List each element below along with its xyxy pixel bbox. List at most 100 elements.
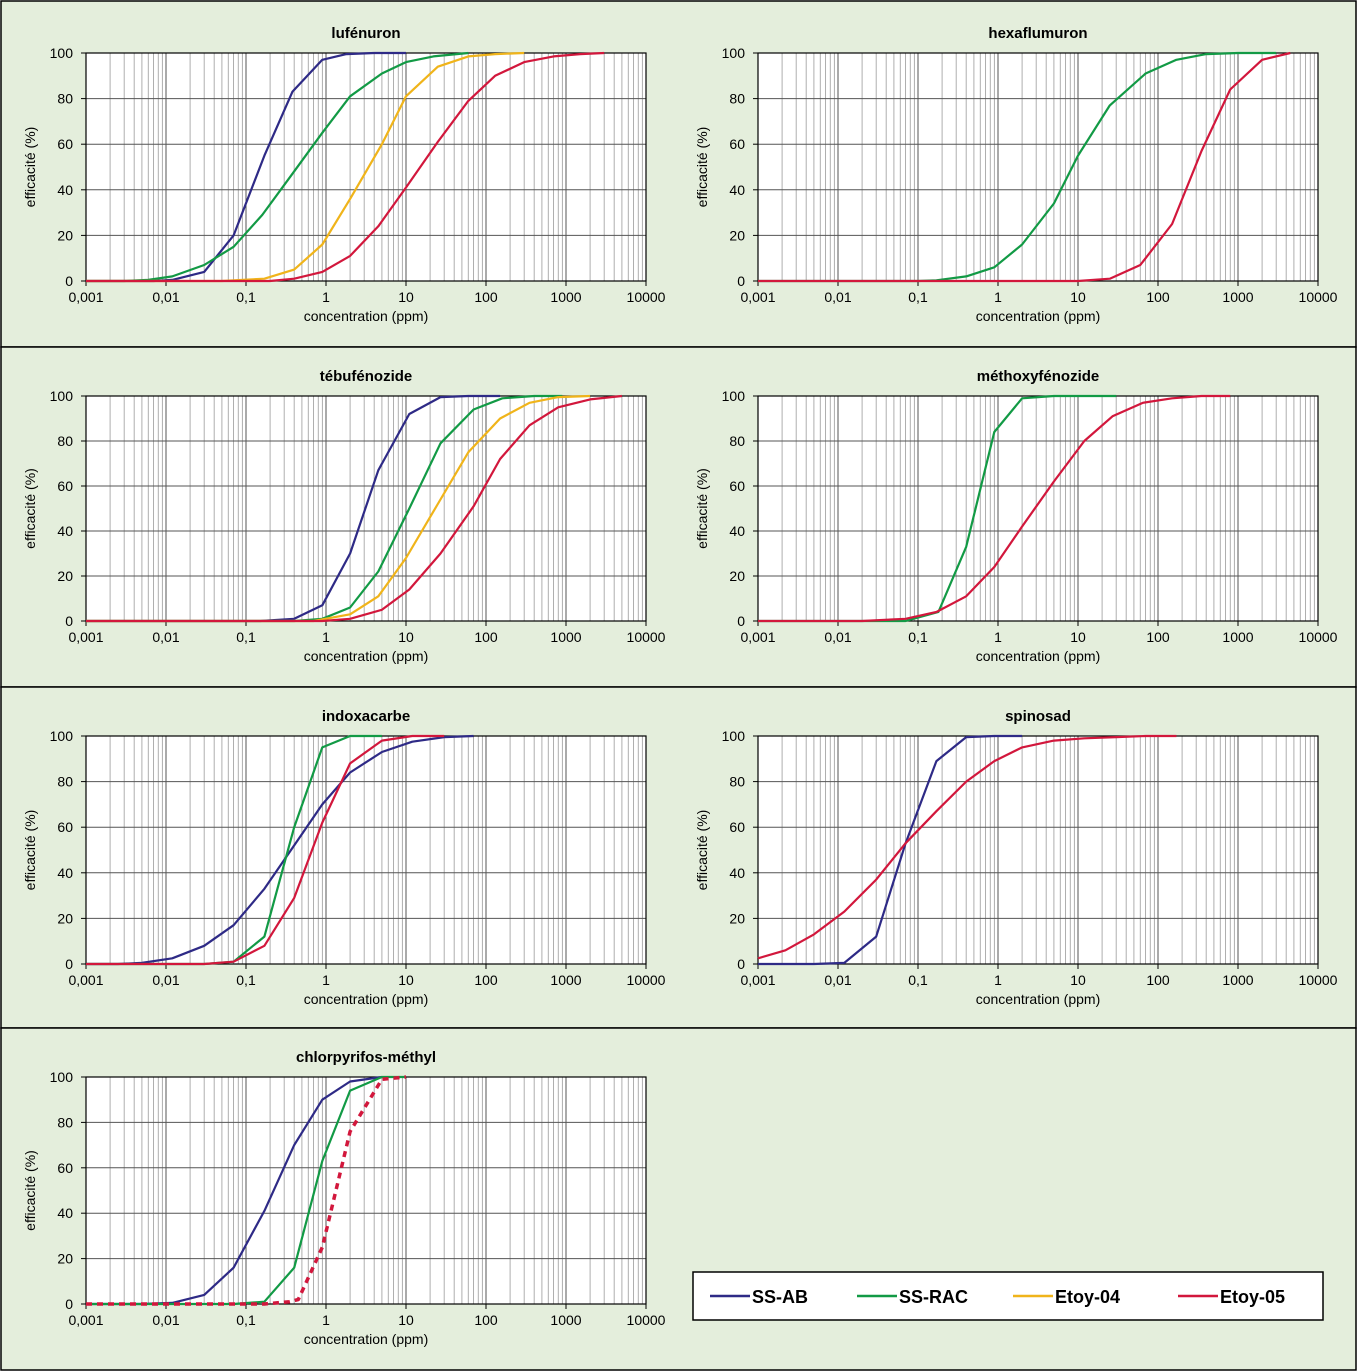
y-tick-label: 40 <box>729 865 745 881</box>
y-axis-label: efficacité (%) <box>22 468 38 549</box>
x-tick-label: 10000 <box>627 289 666 305</box>
x-tick-label: 0,001 <box>68 1312 103 1328</box>
x-axis-label: concentration (ppm) <box>976 648 1101 664</box>
legend-label-etoy-04: Etoy-04 <box>1055 1287 1120 1307</box>
chart-title: méthoxyfénozide <box>977 368 1100 385</box>
x-tick-label: 1000 <box>550 972 581 988</box>
x-tick-label: 10 <box>1070 629 1086 645</box>
y-tick-label: 60 <box>729 478 745 494</box>
chart-lufenuron: 0,001 0,01 0,1 1 10 100 1000 10000 0 20 40 60 80 100 l… <box>22 25 666 324</box>
series-line-ss-rac <box>86 1075 406 1306</box>
series-line-ss-rac <box>758 394 1117 623</box>
y-tick-label: 60 <box>57 136 73 152</box>
chart-title: spinosad <box>1005 708 1071 725</box>
x-axis-label: concentration (ppm) <box>976 991 1101 1007</box>
plot-area <box>758 396 1318 621</box>
y-tick-label: 20 <box>57 227 73 243</box>
x-tick-label: 0,1 <box>236 972 256 988</box>
x-tick-label: 0,001 <box>740 629 775 645</box>
chart-title: chlorpyrifos-méthyl <box>296 1049 436 1066</box>
x-tick-label: 10000 <box>627 1312 666 1328</box>
x-tick-label: 100 <box>474 289 498 305</box>
y-tick-label: 100 <box>50 388 74 404</box>
series-line-etoy-05 <box>757 734 1177 960</box>
legend-label-ss-ab: SS-AB <box>752 1287 808 1307</box>
x-tick-label: 10000 <box>1299 629 1338 645</box>
legend-item-ss-ab: SS-AB <box>710 1287 808 1307</box>
x-tick-label: 1 <box>994 629 1002 645</box>
chart-hexaflumuron: 0,001 0,01 0,1 1 10 100 1000 10000 0 20 40 60 80 100 h… <box>694 25 1338 324</box>
x-tick-label: 1 <box>322 1312 330 1328</box>
x-tick-label: 1000 <box>1222 629 1253 645</box>
x-tick-label: 0,001 <box>740 289 775 305</box>
y-tick-label: 20 <box>57 910 73 926</box>
x-tick-label: 10000 <box>1299 972 1338 988</box>
x-tick-label: 1 <box>322 629 330 645</box>
series-line-etoy-04 <box>86 394 591 623</box>
plot-area <box>86 736 646 964</box>
series-line-ss-rac <box>758 51 1277 283</box>
x-tick-label: 0,1 <box>908 289 928 305</box>
plot-area <box>758 53 1318 281</box>
y-tick-label: 0 <box>737 273 745 289</box>
x-tick-label: 0,01 <box>824 629 851 645</box>
legend-item-etoy-05: Etoy-05 <box>1178 1287 1285 1307</box>
y-tick-label: 20 <box>729 568 745 584</box>
y-tick-label: 80 <box>729 91 745 107</box>
y-tick-label: 40 <box>729 182 745 198</box>
x-tick-label: 100 <box>474 629 498 645</box>
x-axis-label: concentration (ppm) <box>304 1331 429 1347</box>
chart-title: indoxacarbe <box>322 708 410 725</box>
x-tick-label: 1 <box>994 289 1002 305</box>
chart-spinosad: 0,001 0,01 0,1 1 10 100 1000 10000 0 20 40 60 80 100 s… <box>694 708 1338 1007</box>
y-axis-label: efficacité (%) <box>22 127 38 208</box>
x-axis-label: concentration (ppm) <box>304 991 429 1007</box>
plot-frame <box>757 395 1319 622</box>
legend-label-ss-rac: SS-RAC <box>899 1287 968 1307</box>
series-line-etoy-04 <box>86 51 525 283</box>
x-tick-label: 0,001 <box>68 972 103 988</box>
x-tick-label: 1 <box>994 972 1002 988</box>
series-line-etoy-05 <box>758 51 1291 283</box>
x-tick-label: 1 <box>322 972 330 988</box>
y-tick-label: 100 <box>50 1069 74 1085</box>
series-line-etoy-05 <box>86 1075 407 1306</box>
y-tick-label: 20 <box>729 227 745 243</box>
y-tick-label: 80 <box>57 91 73 107</box>
x-tick-label: 100 <box>1146 972 1170 988</box>
plot-area <box>758 736 1318 964</box>
y-tick-label: 0 <box>65 613 73 629</box>
y-tick-label: 0 <box>65 273 73 289</box>
y-tick-label: 100 <box>50 45 74 61</box>
x-tick-label: 100 <box>1146 289 1170 305</box>
x-tick-label: 10 <box>1070 289 1086 305</box>
x-tick-label: 0,01 <box>152 1312 179 1328</box>
y-tick-label: 100 <box>722 728 746 744</box>
x-axis-label: concentration (ppm) <box>304 308 429 324</box>
x-axis-label: concentration (ppm) <box>304 648 429 664</box>
x-tick-label: 0,001 <box>740 972 775 988</box>
plot-area <box>86 1077 646 1304</box>
y-tick-label: 0 <box>737 613 745 629</box>
y-tick-label: 100 <box>50 728 74 744</box>
x-tick-label: 0,001 <box>68 289 103 305</box>
x-tick-label: 0,1 <box>908 972 928 988</box>
x-tick-label: 10 <box>398 972 414 988</box>
plot-frame <box>85 395 647 622</box>
x-tick-label: 1000 <box>1222 289 1253 305</box>
chart-title: hexaflumuron <box>988 25 1087 42</box>
y-tick-label: 100 <box>722 388 746 404</box>
y-tick-label: 60 <box>57 1160 73 1176</box>
series-line-ss-ab <box>86 734 474 966</box>
x-tick-label: 10000 <box>627 972 666 988</box>
series-line-ss-rac <box>86 51 469 283</box>
x-tick-label: 0,001 <box>68 629 103 645</box>
y-tick-label: 60 <box>729 819 745 835</box>
series-line-ss-rac <box>86 394 563 623</box>
x-tick-label: 1000 <box>1222 972 1253 988</box>
x-tick-label: 10000 <box>1299 289 1338 305</box>
x-tick-label: 0,1 <box>236 1312 256 1328</box>
y-tick-label: 40 <box>57 865 73 881</box>
chart-methoxyfenozide: 0,001 0,01 0,1 1 10 100 1000 10000 0 20 40 60 80 100 m… <box>694 368 1338 664</box>
series-line-etoy-05 <box>86 734 445 966</box>
